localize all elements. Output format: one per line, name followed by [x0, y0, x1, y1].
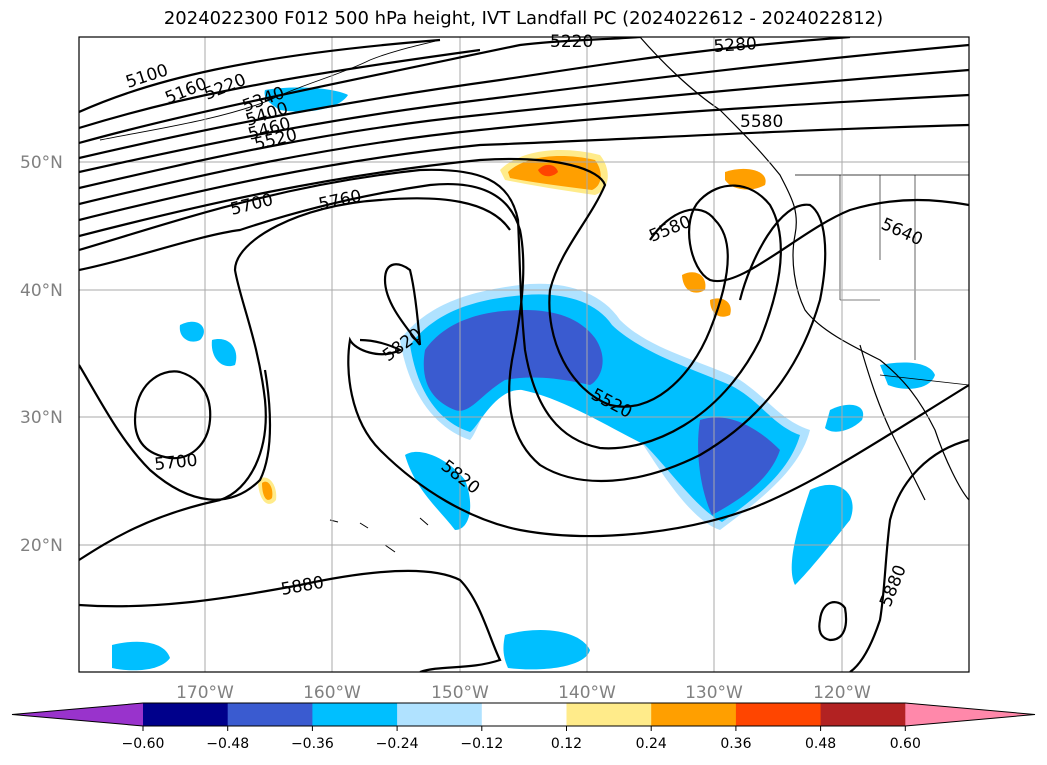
colorbar-segment [143, 703, 229, 726]
contour-label: 5220 [550, 32, 593, 52]
coastlines [99, 37, 969, 553]
colorbar-segment [735, 703, 822, 726]
colorbar-tick-label: 0.24 [636, 736, 667, 752]
colorbar-tick-label: 0.36 [720, 736, 751, 752]
colorbar-tick-label: −0.60 [122, 736, 165, 752]
contour-label: 5700 [153, 451, 198, 475]
contour-5880-ring [818, 601, 848, 642]
height-contours [79, 37, 969, 672]
contour-label: 5580 [740, 112, 783, 132]
colorbar-tick-label: −0.48 [206, 736, 249, 752]
ivt-red-area-north [538, 164, 558, 177]
ivt-blue-area-southeast [791, 484, 853, 585]
hawaiian-islands [329, 517, 429, 553]
contour-label: 5640 [878, 214, 926, 250]
ivt-blue-area-baja [825, 404, 864, 432]
contour-5160 [79, 48, 481, 130]
colorbar-segment [566, 703, 652, 726]
ivt-orange-area-mid2 [710, 298, 731, 317]
lat-label: 40°N [20, 281, 63, 301]
ivt-shading [112, 87, 935, 671]
contour-label: 5760 [317, 186, 363, 215]
state-borders [839, 175, 916, 360]
ivt-blue-area-hawaii [405, 451, 471, 530]
contour-label: 5880 [279, 573, 325, 600]
contour-5880-south [79, 569, 502, 672]
colorbar-segment [227, 703, 313, 726]
ivt-orange-area-mid1 [682, 272, 706, 293]
ivt-orange-area-bc [725, 168, 766, 190]
ivt-blue-area-california [880, 362, 935, 389]
longitude-labels: 170°W 160°W 150°W 140°W 130°W 120°W [176, 683, 871, 703]
colorbar-segment [820, 703, 906, 726]
aleutian-islands [99, 39, 441, 141]
contour-5700-main [79, 183, 827, 483]
colorbar-tick-label: 0.12 [551, 736, 582, 752]
plot-frame [78, 36, 970, 673]
lat-label: 20°N [20, 536, 63, 556]
coastline-baja [859, 344, 926, 501]
colorbar-extension-high [905, 703, 1035, 726]
contour-5580-north [79, 157, 729, 408]
contour-5340 [79, 43, 969, 174]
lon-label: 140°W [558, 683, 616, 703]
contour-5100 [79, 38, 441, 114]
contour-5820-west [79, 364, 272, 501]
latitude-labels: 50°N 40°N 30°N 20°N [20, 153, 63, 556]
colorbar-tick-label: −0.24 [376, 736, 419, 752]
lon-label: 130°W [685, 683, 743, 703]
map-plot-area [79, 37, 969, 672]
colorbar: −0.60 −0.48 −0.36 −0.24 −0.12 0.12 0.24 0.36 0.4… [11, 702, 1036, 752]
ivt-blue-area-west2 [211, 339, 237, 367]
contour-5460 [79, 93, 969, 206]
contour-5820-main [347, 336, 969, 538]
contour-5400 [79, 68, 969, 190]
ivt-blue-dark-area-east [698, 417, 780, 515]
contour-5280 [79, 37, 851, 160]
contour-5220-west [79, 37, 641, 145]
contour-label: 5700 [228, 190, 275, 220]
colorbar-tick-label: −0.12 [460, 736, 503, 752]
ivt-blue-dark-area-main [423, 310, 603, 411]
contour-5760 [79, 197, 511, 561]
colorbar-extension-low [12, 703, 143, 726]
ivt-orange-area-west-core [262, 481, 273, 500]
colorbar-segment [651, 703, 737, 726]
contour-5820-loop [383, 263, 422, 346]
colorbar-tick-label: 0.60 [890, 736, 921, 752]
lon-label: 120°W [813, 683, 871, 703]
lat-label: 30°N [20, 408, 63, 428]
lon-label: 170°W [176, 683, 234, 703]
contour-5700-ring [133, 370, 212, 460]
border-us-mexico [879, 374, 969, 386]
ivt-blue-area-southwest [112, 641, 170, 671]
map-title: 2024022300 F012 500 hPa height, IVT Land… [163, 8, 884, 29]
colorbar-tick-label: −0.36 [291, 736, 334, 752]
contour-5880-east [849, 438, 969, 672]
ivt-blue-area-west1 [179, 321, 204, 342]
colorbar-segment [312, 703, 398, 726]
lon-label: 160°W [303, 683, 361, 703]
colorbar-tick-label: 0.48 [805, 736, 836, 752]
contour-label: 5880 [876, 562, 911, 610]
contour-labels: 5100 5160 5220 5340 5400 5460 5520 5220 … [123, 32, 925, 610]
ivt-blue-area-south [503, 630, 590, 670]
contour-5520 [79, 123, 969, 222]
lon-label: 150°W [431, 683, 489, 703]
graticule [79, 37, 969, 672]
colorbar-segment [397, 703, 483, 726]
colorbar-segment [481, 703, 567, 726]
contour-label: 5280 [713, 34, 758, 57]
lat-label: 50°N [20, 153, 63, 173]
contour-5640 [79, 168, 969, 450]
